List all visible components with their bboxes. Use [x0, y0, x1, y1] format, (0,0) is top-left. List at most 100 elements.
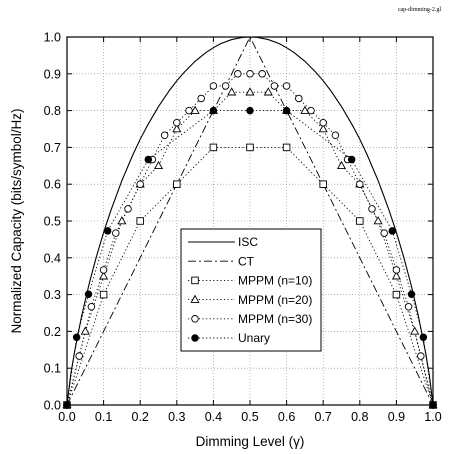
data-point-mppm-n-30: [246, 70, 254, 78]
data-point-unary: [144, 155, 153, 164]
x-axis-label: Dimming Level (γ): [196, 434, 305, 449]
data-point-mppm-n-10: [282, 143, 291, 152]
legend-marker-mppm-n-20: [190, 294, 200, 303]
data-point-mppm-n-30: [75, 352, 83, 360]
data-point-mppm-n-30: [124, 205, 132, 213]
legend-label-mppm-n-20: MPPM (n=20): [238, 293, 312, 307]
data-point-mppm-n-30: [380, 229, 388, 237]
data-point-mppm-n-20: [153, 160, 164, 170]
data-point-mppm-n-30: [331, 131, 340, 140]
y-tick-label: 0.8: [44, 104, 61, 118]
data-point-mppm-n-20: [190, 105, 200, 114]
x-tick-label: 0.0: [58, 410, 75, 424]
data-point-mppm-n-20: [263, 87, 273, 96]
x-tick-label: 0.5: [241, 410, 258, 424]
legend-marker-mppm-n-10: [191, 276, 199, 285]
x-tick-label: 0.7: [315, 410, 332, 424]
data-point-mppm-n-20: [391, 271, 401, 280]
data-point-mppm-n-30: [209, 82, 218, 90]
x-tick-label: 0.4: [205, 410, 222, 424]
data-point-mppm-n-30: [136, 180, 144, 188]
data-point-mppm-n-20: [373, 216, 383, 225]
x-tick-label: 0.1: [95, 410, 112, 424]
data-point-mppm-n-30: [270, 82, 279, 90]
legend-label-ct: CT: [238, 254, 255, 268]
x-tick-label: 0.3: [168, 410, 185, 424]
data-point-mppm-n-10: [392, 290, 401, 299]
y-tick-label: 0.5: [44, 215, 61, 229]
data-point-unary: [419, 333, 428, 342]
data-point-mppm-n-20: [172, 124, 182, 133]
data-point-unary: [282, 106, 291, 115]
data-point-unary: [84, 290, 93, 298]
data-point-mppm-n-30: [197, 94, 205, 103]
y-tick-label: 0.2: [44, 325, 61, 339]
x-tick-label: 0.9: [388, 410, 405, 424]
data-point-mppm-n-30: [392, 266, 401, 274]
x-tick-label: 0.2: [132, 410, 149, 424]
x-tick-label: 0.8: [351, 410, 368, 424]
data-point-mppm-n-20: [117, 216, 127, 225]
data-point-mppm-n-20: [410, 326, 420, 335]
data-point-mppm-n-30: [417, 352, 425, 360]
legend-label-mppm-n-30: MPPM (n=30): [238, 312, 312, 326]
legend-marker-unary: [191, 334, 199, 342]
data-point-unary: [72, 333, 81, 342]
data-point-mppm-n-30: [185, 106, 193, 115]
data-point-mppm-n-10: [356, 217, 364, 225]
y-tick-label: 0.4: [44, 251, 61, 265]
y-tick-label: 0.1: [44, 362, 61, 376]
data-point-mppm-n-30: [307, 106, 315, 115]
file-tag: cap-dimming-2.gl: [398, 7, 441, 13]
data-point-mppm-n-30: [319, 118, 327, 127]
legend-label-mppm-n-10: MPPM (n=10): [238, 274, 312, 288]
data-point-unary: [347, 155, 356, 164]
y-tick-labels: 0.0 0.1 0.2 0.3 0.4 0.5 0.6 0.7 0.8 0.9 1.0: [44, 31, 61, 413]
legend-label-isc: ISC: [238, 235, 258, 249]
y-tick-label: 0.9: [44, 67, 61, 81]
data-point-unary: [209, 106, 218, 115]
data-point-mppm-n-10: [136, 217, 144, 225]
y-tick-label: 0.7: [44, 141, 61, 155]
data-point-mppm-n-30: [160, 131, 169, 140]
data-point-mppm-n-10: [319, 180, 327, 188]
legend-marker-mppm-n-30: [191, 315, 199, 323]
legend-label-unary: Unary: [238, 331, 270, 345]
y-tick-label: 0.6: [44, 178, 61, 192]
data-point-mppm-n-30: [356, 180, 364, 188]
data-point-mppm-n-20: [80, 326, 90, 335]
data-point-mppm-n-30: [368, 205, 376, 213]
series-line-ct: [66, 35, 434, 406]
data-point-mppm-n-10: [246, 143, 254, 152]
legend-box: [180, 228, 322, 352]
data-point-mppm-n-10: [173, 180, 181, 188]
data-point-mppm-n-20: [245, 87, 255, 96]
y-tick-label: 1.0: [44, 31, 61, 45]
data-point-mppm-n-30: [295, 94, 303, 103]
data-point-mppm-n-30: [221, 82, 230, 90]
y-tick-label: 0.3: [44, 288, 61, 302]
x-tick-label: 1.0: [424, 410, 441, 424]
data-point-mppm-n-20: [318, 124, 328, 133]
legend: ISC CT MPPM (n=10) MPPM (n=20) MPPM (n=30) Un…: [180, 228, 322, 352]
data-point-mppm-n-30: [112, 229, 120, 237]
data-point-unary: [103, 227, 112, 235]
data-point-mppm-n-30: [87, 302, 96, 311]
data-point-unary: [388, 227, 397, 235]
y-tick-label: 0.0: [44, 399, 61, 413]
data-point-mppm-n-10: [99, 290, 108, 299]
data-point-mppm-n-10: [209, 143, 218, 152]
data-point-mppm-n-20: [300, 105, 310, 114]
data-point-mppm-n-30: [282, 82, 291, 90]
data-point-mppm-n-30: [258, 70, 266, 78]
data-point-mppm-n-30: [234, 70, 242, 78]
data-point-unary: [246, 106, 254, 115]
y-axis-label: Normalized Capacity (bits/symbol/Hz): [9, 108, 24, 333]
data-point-mppm-n-30: [173, 118, 181, 127]
data-point-mppm-n-30: [99, 266, 108, 274]
data-point-mppm-n-20: [227, 87, 237, 96]
data-point-mppm-n-20: [336, 160, 347, 170]
plot-frame: [66, 36, 434, 406]
